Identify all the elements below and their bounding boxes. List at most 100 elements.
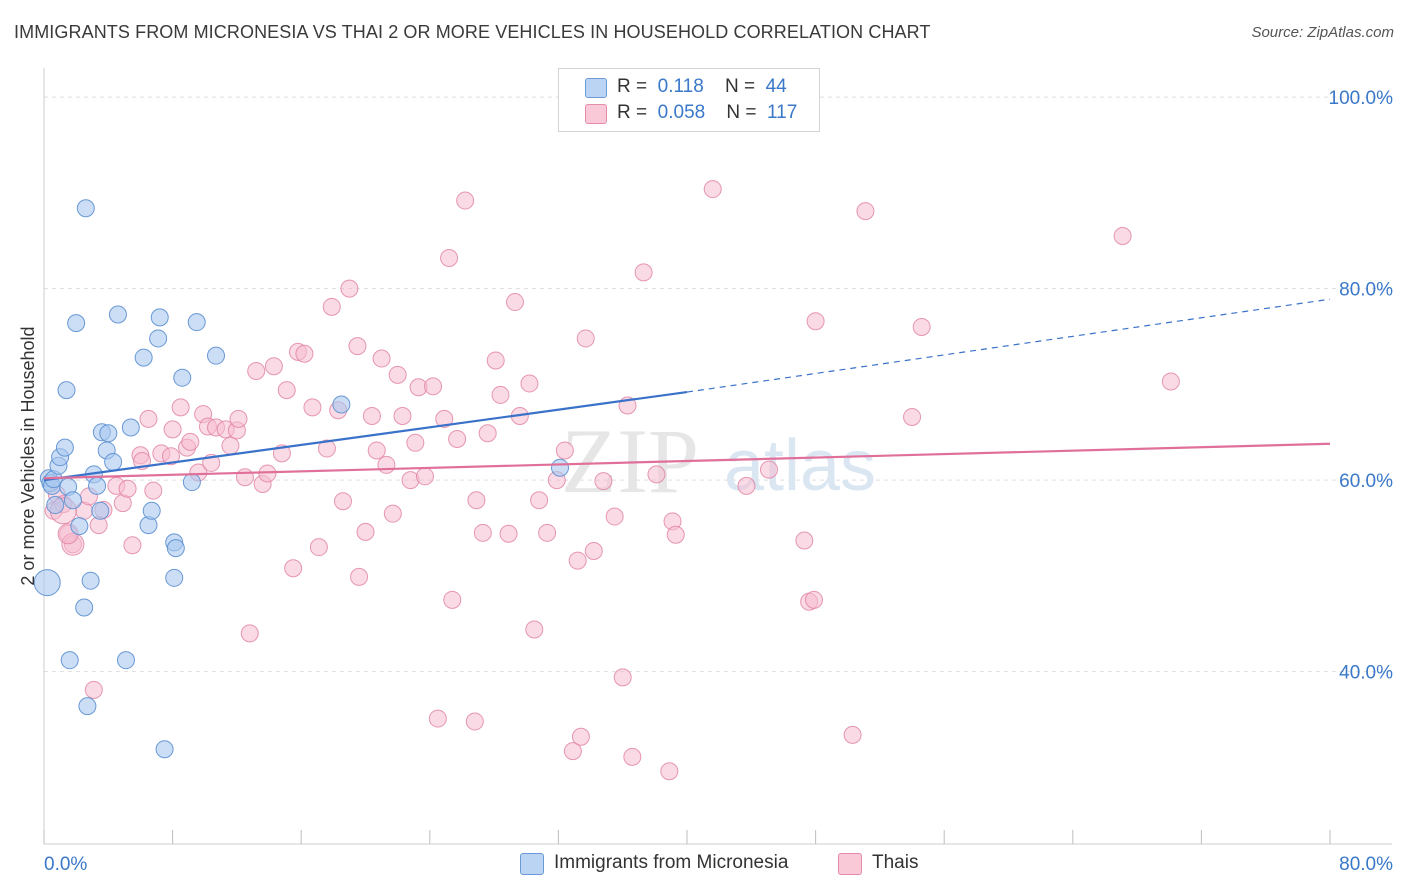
micronesia-point	[91, 501, 110, 520]
thais-point	[383, 504, 402, 523]
thais-point	[415, 467, 434, 486]
thais-point	[84, 680, 103, 699]
y-axis-label: 2 or more Vehicles in Household	[18, 326, 38, 585]
micronesia-trend-extension	[686, 298, 1331, 393]
legend-r-label: R =	[617, 102, 648, 123]
tick-labels: 40.0% 60.0% 80.0% 100.0% 0.0% 80.0%	[44, 88, 1393, 875]
x-tick-label: 0.0%	[44, 854, 87, 875]
legend-swatch-pink	[585, 104, 607, 124]
micronesia-point	[187, 313, 206, 332]
micronesia-point	[33, 569, 61, 597]
thais-point	[171, 398, 190, 417]
micronesia-point	[55, 438, 74, 457]
thais-point	[759, 460, 778, 479]
thais-point	[348, 337, 367, 356]
thais-point	[221, 436, 240, 455]
thais-point	[571, 727, 590, 746]
thais-point	[277, 381, 296, 400]
legend-n-value: 44	[765, 76, 787, 97]
thais-point	[377, 455, 396, 474]
thais-point	[703, 180, 722, 199]
thais-point	[912, 317, 931, 336]
thais-point	[247, 361, 266, 380]
y-tick-label: 40.0%	[1339, 663, 1393, 684]
thais-point	[123, 536, 142, 555]
thais-point	[340, 279, 359, 298]
axes	[43, 68, 1392, 845]
thais-trend-line	[43, 442, 1331, 480]
micronesia-point	[121, 418, 140, 437]
micronesia-point	[63, 491, 82, 510]
thais-point	[362, 406, 381, 425]
series-name: Thais	[872, 852, 919, 873]
thais-point	[623, 747, 642, 766]
thais-point	[505, 293, 524, 312]
thais-point	[478, 424, 497, 443]
legend-n-label: N =	[726, 102, 757, 123]
y-tick-label: 60.0%	[1339, 471, 1393, 492]
y-tick-label: 100.0%	[1329, 88, 1394, 109]
thais-point	[795, 531, 814, 550]
micronesia-point	[70, 517, 89, 536]
thais-point	[576, 329, 595, 348]
thais-point	[139, 409, 158, 428]
thais-point	[499, 524, 518, 543]
micronesia-point	[182, 473, 201, 492]
thais-point	[443, 590, 462, 609]
chart-title: IMMIGRANTS FROM MICRONESIA VS THAI 2 OR …	[14, 22, 931, 42]
legend-r-label: R =	[617, 76, 648, 97]
x-tick-label: 80.0%	[1339, 854, 1393, 875]
thais-point	[309, 538, 328, 557]
thais-point	[520, 374, 539, 393]
thais-point	[530, 491, 549, 510]
thais-point	[350, 567, 369, 586]
micronesia-point	[78, 697, 97, 716]
thais-point	[634, 263, 653, 282]
thais-point	[181, 432, 200, 451]
micronesia-point	[134, 348, 153, 367]
thais-point	[264, 357, 283, 376]
trend-lines	[43, 298, 1331, 482]
micronesia-point	[99, 424, 118, 443]
thais-point	[806, 312, 825, 331]
y-tick-label: 80.0%	[1339, 280, 1393, 301]
micronesia-point	[46, 496, 65, 515]
micronesia-point	[60, 651, 79, 670]
thais-point	[393, 406, 412, 425]
micronesia-point	[150, 308, 169, 327]
micronesia-point	[155, 740, 174, 759]
legend-n-label: N =	[724, 76, 756, 97]
thais-point	[584, 542, 603, 561]
series-name: Immigrants from Micronesia	[554, 852, 789, 873]
micronesia-point	[207, 346, 226, 365]
thais-point	[303, 398, 322, 417]
legend-n-value: 117	[767, 102, 798, 123]
thais-point	[284, 559, 303, 578]
thais-point	[406, 433, 425, 452]
legend-swatch-blue	[520, 853, 544, 875]
thais-point	[322, 297, 341, 316]
micronesia-point	[57, 381, 76, 400]
thais-point	[491, 385, 510, 404]
thais-point	[144, 481, 163, 500]
thais-point	[843, 725, 862, 744]
micronesia-trend-line	[43, 390, 688, 482]
micronesia-point	[67, 314, 86, 333]
thais-point	[317, 439, 336, 458]
thais-point	[440, 249, 459, 268]
thais-point	[538, 523, 557, 542]
micronesia-point	[332, 395, 351, 414]
thais-point	[568, 551, 587, 570]
thais-point	[563, 742, 582, 761]
thais-point	[428, 709, 447, 728]
thais-point	[465, 712, 484, 731]
thais-point	[356, 522, 375, 541]
micronesia-point	[166, 539, 185, 558]
thais-point	[647, 465, 666, 484]
thais-point	[333, 492, 352, 511]
micronesia-point	[173, 368, 192, 387]
legend-r-value: 0.118	[657, 76, 704, 97]
thais-point	[1113, 226, 1132, 245]
micronesia-point	[142, 501, 161, 520]
